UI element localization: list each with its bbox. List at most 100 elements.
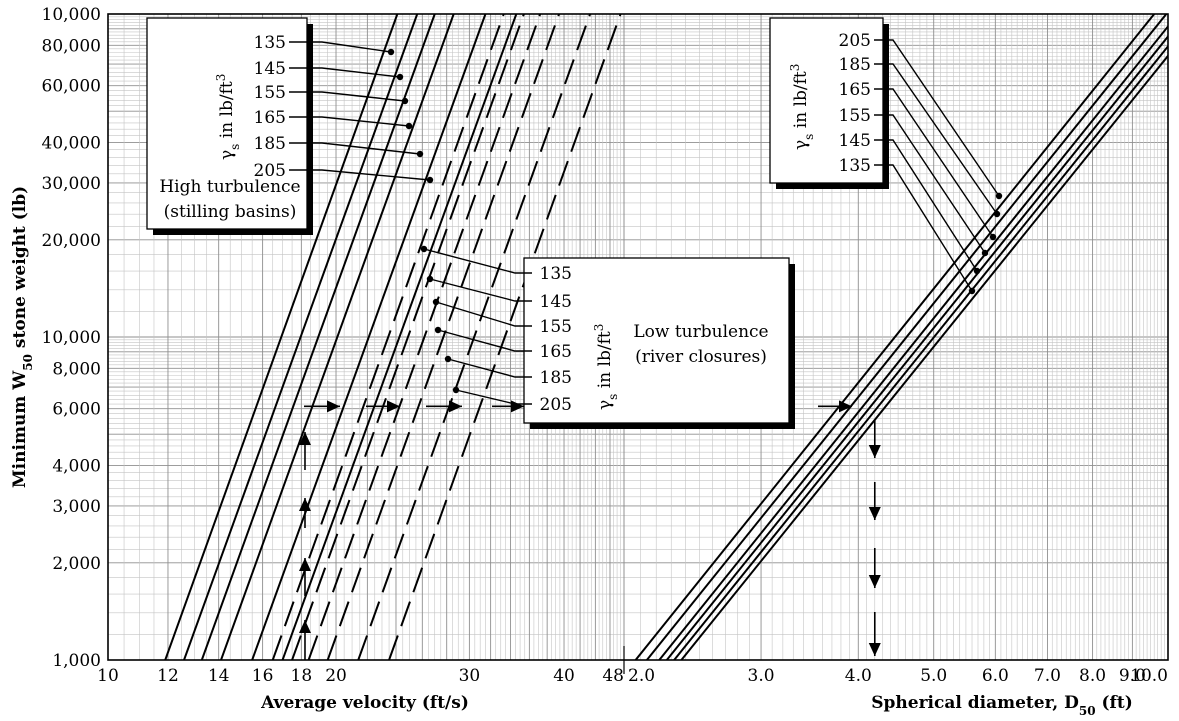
y-tick-label: 20,000 xyxy=(42,231,101,251)
low-turbulence-label-155: 155 xyxy=(540,317,572,337)
high-turbulence-line-205 xyxy=(281,14,518,660)
velocity-arrow-head xyxy=(298,432,311,445)
high-turbulence-leader-135-dot xyxy=(387,48,395,56)
high-turbulence-subtitle: (stilling basins) xyxy=(164,202,297,222)
low-turbulence-line-145 xyxy=(291,14,525,660)
diameter-tick-label: 3.0 xyxy=(748,666,775,686)
low-turbulence-leader-205-dot xyxy=(452,386,460,394)
weight-arrow-head xyxy=(839,400,852,413)
velocity-tick-label: 30 xyxy=(459,666,481,686)
velocity-arrow-head xyxy=(298,620,311,633)
low-turbulence-leader-205 xyxy=(455,389,532,405)
low-turbulence-line-185 xyxy=(357,14,592,660)
y-tick-label: 4,000 xyxy=(52,457,101,477)
low-turbulence-subtitle: (river closures) xyxy=(635,347,767,367)
diameter-leader-185-dot xyxy=(993,210,1001,218)
box-panel xyxy=(523,257,790,424)
velocity-arrow-head xyxy=(298,558,311,571)
diameter-leader-205 xyxy=(874,39,1000,197)
y-tick-label: 2,000 xyxy=(52,554,101,574)
diameter-tick-label: 6.0 xyxy=(982,666,1009,686)
diameter-leader-135 xyxy=(874,164,973,292)
high-turbulence-label-165: 165 xyxy=(254,108,286,128)
high-turbulence-line-165 xyxy=(220,14,455,660)
diameter-label-185: 185 xyxy=(839,55,871,75)
low-turbulence-line-165 xyxy=(326,14,560,660)
high-turbulence-leader-145 xyxy=(289,67,401,78)
velocity-tick-label: 10 xyxy=(97,666,119,686)
low-turbulence-leader-155-dot xyxy=(432,298,440,306)
high-turbulence-label-155: 155 xyxy=(254,83,286,103)
y-tick-label: 8,000 xyxy=(52,359,101,379)
diameter-label-205: 205 xyxy=(839,31,871,51)
high-turbulence-leader-205-dot xyxy=(426,176,434,184)
velocity-tick-label: 20 xyxy=(325,666,347,686)
diameter-leader-135-dot xyxy=(968,287,976,295)
high-turbulence-leader-185 xyxy=(289,142,421,155)
velocity-tick-label: 18 xyxy=(291,666,313,686)
low-turbulence-label-205: 205 xyxy=(540,395,572,415)
diameter-leader-185 xyxy=(874,63,998,215)
low-turbulence-leader-165 xyxy=(437,329,532,352)
high-turbulence-line-145 xyxy=(183,14,419,660)
diameter-leader-145-dot xyxy=(973,267,981,275)
high-turbulence-label-185: 185 xyxy=(254,134,286,154)
low-turbulence-line-135 xyxy=(271,14,505,660)
high-turbulence-label-145: 145 xyxy=(254,59,286,79)
high-turbulence-label-205: 205 xyxy=(254,161,286,181)
diameter-leader-155-dot xyxy=(981,249,989,257)
diameter-line-185 xyxy=(646,14,1168,660)
low-turbulence-gamma-label: γs in lb/ft3 xyxy=(592,324,620,410)
y-tick-label: 10,000 xyxy=(42,5,101,25)
velocity-arrow-head xyxy=(298,498,311,511)
diameter-line-145 xyxy=(673,44,1168,660)
diameter-leader-165-dot xyxy=(989,233,997,241)
weight-arrow-head xyxy=(449,400,462,413)
velocity-tick-label: 48 xyxy=(602,666,624,686)
weight-arrow-head xyxy=(327,400,340,413)
plot-frame xyxy=(107,13,1169,674)
diameter-line-155 xyxy=(666,34,1168,660)
high-turbulence-leader-145-dot xyxy=(396,73,404,81)
low-turbulence-box: γs in lb/ft3 135 145 155 165 185 205 Low turbul… xyxy=(420,245,795,429)
diameter-tick-label: 10.0 xyxy=(1130,666,1168,686)
example-arrows xyxy=(298,400,881,660)
high-turbulence-leader-155-dot xyxy=(401,97,409,105)
diameter-label-145: 145 xyxy=(839,131,871,151)
low-turbulence-leader-155 xyxy=(435,301,532,327)
low-turbulence-leader-185 xyxy=(447,358,532,378)
low-turbulence-leader-165-dot xyxy=(434,326,442,334)
high-turbulence-line-185 xyxy=(251,14,487,660)
y-tick-label: 6,000 xyxy=(52,400,101,420)
diameter-gamma-label: γs in lb/ft3 xyxy=(788,64,816,150)
weight-arrow-head xyxy=(511,400,524,413)
series-lines xyxy=(164,14,1168,660)
diameter-tick-label: 5.0 xyxy=(920,666,947,686)
high-turbulence-leader-185-dot xyxy=(416,150,424,158)
high-turbulence-line-155 xyxy=(200,14,436,660)
y-tick-label: 40,000 xyxy=(42,134,101,154)
high-turbulence-gamma-label: γs in lb/ft3 xyxy=(214,74,242,160)
low-turbulence-line-155 xyxy=(307,14,542,660)
high-turbulence-label-135: 135 xyxy=(254,33,286,53)
low-turbulence-leader-145-dot xyxy=(426,275,434,283)
y-tick-label: 80,000 xyxy=(42,36,101,56)
plot-border xyxy=(107,13,1169,661)
diameter-line-135 xyxy=(680,54,1168,660)
diameter-label-165: 165 xyxy=(839,80,871,100)
diameter-line-205 xyxy=(634,14,1155,660)
high-turbulence-line-135 xyxy=(164,14,399,660)
y-axis-label: Minimum W50 stone weight (lb) xyxy=(10,186,35,488)
diameter-label-135: 135 xyxy=(839,156,871,176)
low-turbulence-label-145: 145 xyxy=(540,292,572,312)
high-turbulence-leader-205 xyxy=(289,169,431,181)
diameter-leader-155 xyxy=(874,114,986,254)
low-turbulence-leader-135-dot xyxy=(420,245,428,253)
diameter-leader-205-dot xyxy=(995,192,1003,200)
y-tick-label: 3,000 xyxy=(52,497,101,517)
low-turbulence-label-185: 185 xyxy=(540,368,572,388)
high-turbulence-leader-165 xyxy=(289,116,410,127)
low-turbulence-label-165: 165 xyxy=(540,342,572,362)
high-turbulence-leader-135 xyxy=(289,41,392,53)
